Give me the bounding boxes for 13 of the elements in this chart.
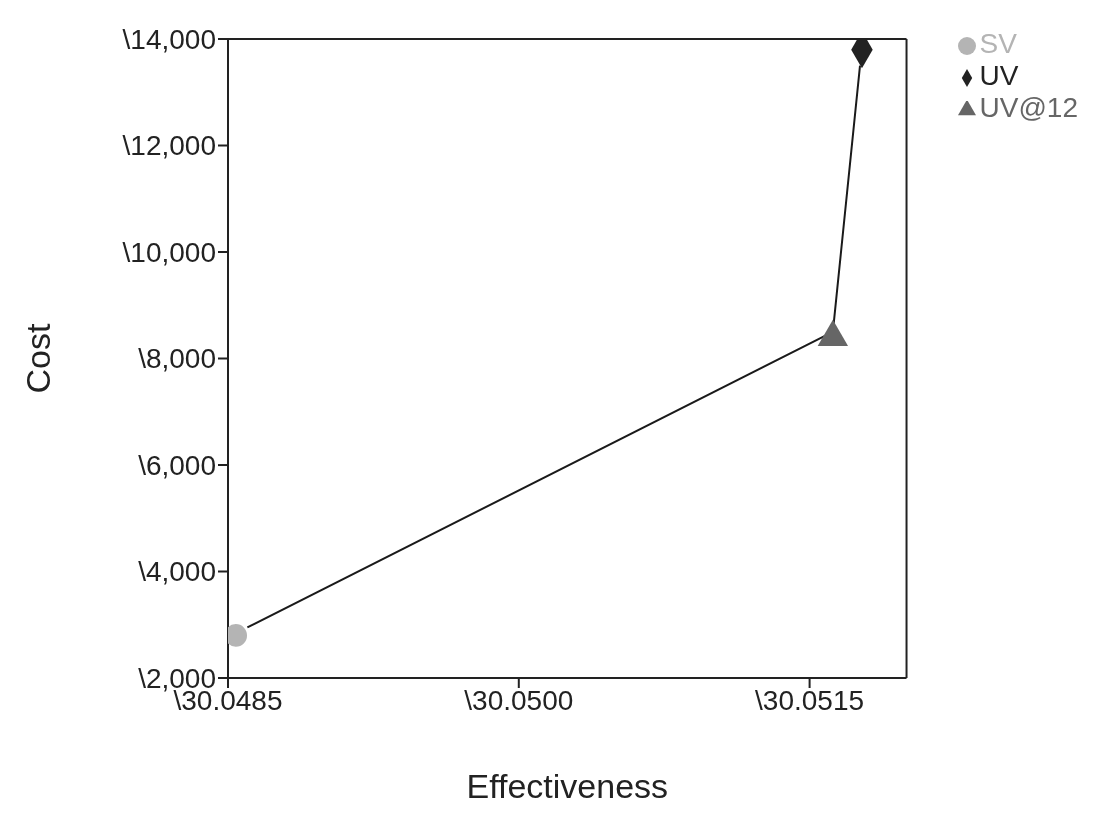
y-tick-label: \4,000: [138, 556, 216, 588]
x-tick-label: \30.0500: [464, 684, 574, 716]
y-tick-label: \12,000: [122, 130, 216, 162]
x-axis-title: Effectiveness: [466, 767, 669, 805]
y-tick-label: \14,000: [122, 23, 216, 55]
y-tick-label: \10,000: [122, 236, 216, 268]
y-tick-label: \6,000: [138, 449, 216, 481]
x-tick-label: \30.0515: [755, 684, 865, 716]
legend-label: UV@12: [979, 92, 1078, 123]
y-axis-title: Cost: [19, 323, 58, 394]
legend-label: SV: [979, 28, 1017, 59]
y-tick-label: \8,000: [138, 343, 216, 375]
legend-label: UV: [979, 60, 1019, 91]
